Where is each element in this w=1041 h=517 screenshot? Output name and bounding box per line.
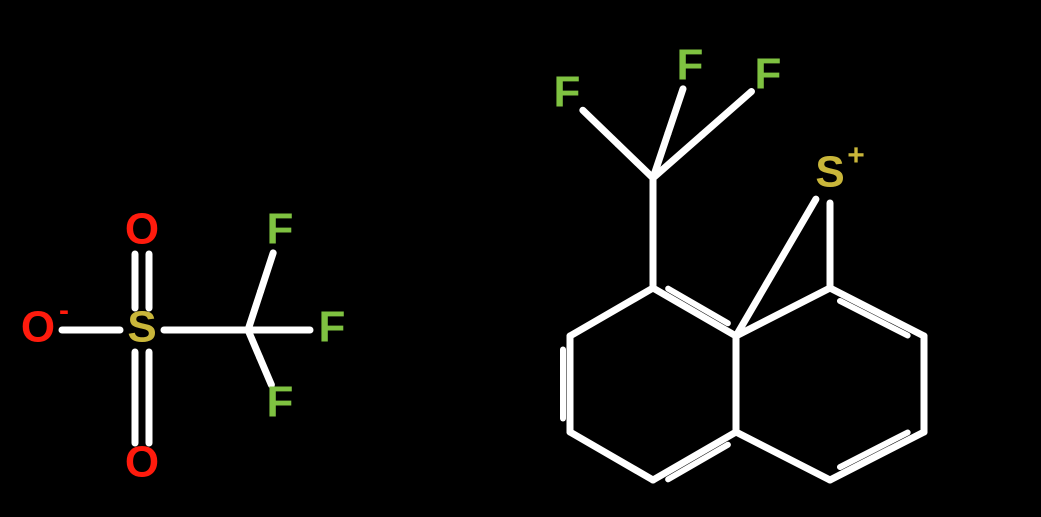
charge: + [847,139,865,172]
atom-f: F [267,205,294,254]
atom-f: F [554,68,581,117]
charge: - [59,294,69,327]
atom-s: S [815,148,844,197]
atom-f: F [267,378,294,427]
atom-f: F [319,303,346,352]
atom-s: S [127,303,156,352]
atom-o: O [21,303,55,352]
atom-o: O [125,438,159,487]
atom-f: F [755,50,782,99]
atom-o: O [125,205,159,254]
atom-f: F [677,41,704,90]
